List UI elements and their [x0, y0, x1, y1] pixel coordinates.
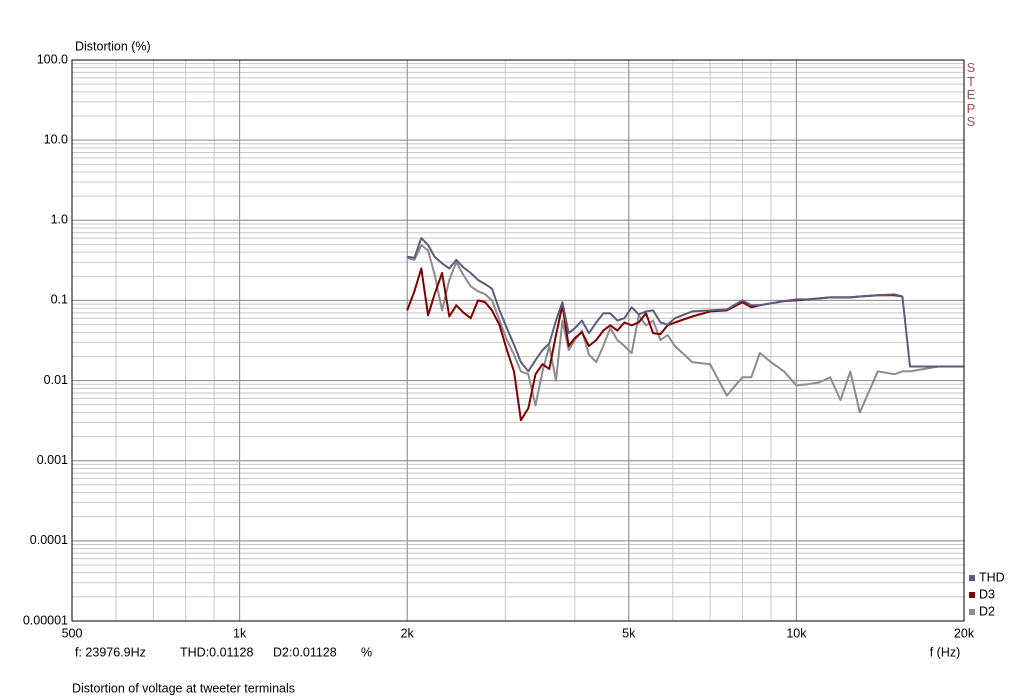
x-tick-label: 20k	[954, 626, 975, 640]
series-line	[406, 267, 903, 422]
y-axis-label: Distortion (%)	[75, 39, 151, 53]
legend-label: D3	[979, 587, 995, 601]
cursor-d2: D2:0.01128	[273, 645, 337, 659]
y-tick-label: 0.01	[44, 373, 68, 387]
x-tick-label: 2k	[401, 626, 415, 640]
cursor-unit: %	[361, 645, 372, 659]
y-tick-label: 1.0	[51, 213, 68, 227]
x-tick-label: 1k	[233, 626, 247, 640]
x-axis-label: f (Hz)	[930, 645, 961, 659]
plot	[406, 237, 964, 422]
steps-label: STEPS	[966, 60, 976, 129]
y-tick-label: 0.1	[51, 293, 68, 307]
y-tick-label: 100.0	[37, 52, 68, 66]
y-tick-label: 0.0001	[30, 533, 68, 547]
legend-swatch	[969, 575, 975, 581]
x-tick-label: 500	[62, 626, 83, 640]
legend-label: D2	[979, 604, 995, 618]
cursor-thd: THD:0.01128	[180, 645, 253, 659]
series-line	[407, 237, 964, 373]
y-tick-label: 0.001	[37, 453, 68, 467]
grid	[71, 59, 965, 622]
legend-swatch	[969, 592, 975, 598]
plot-frame	[71, 59, 965, 622]
y-tick-label: 0.00001	[23, 613, 68, 627]
chart-title: Distortion of voltage at tweeter termina…	[72, 681, 295, 695]
x-tick-label: 5k	[622, 626, 636, 640]
series-line	[406, 244, 964, 414]
y-tick-label: 10.0	[44, 132, 68, 146]
legend-label: THD	[979, 570, 1005, 584]
cursor-frequency: f: 23976.9Hz	[75, 645, 146, 659]
x-tick-label: 10k	[786, 626, 807, 640]
legend-swatch	[969, 609, 975, 615]
